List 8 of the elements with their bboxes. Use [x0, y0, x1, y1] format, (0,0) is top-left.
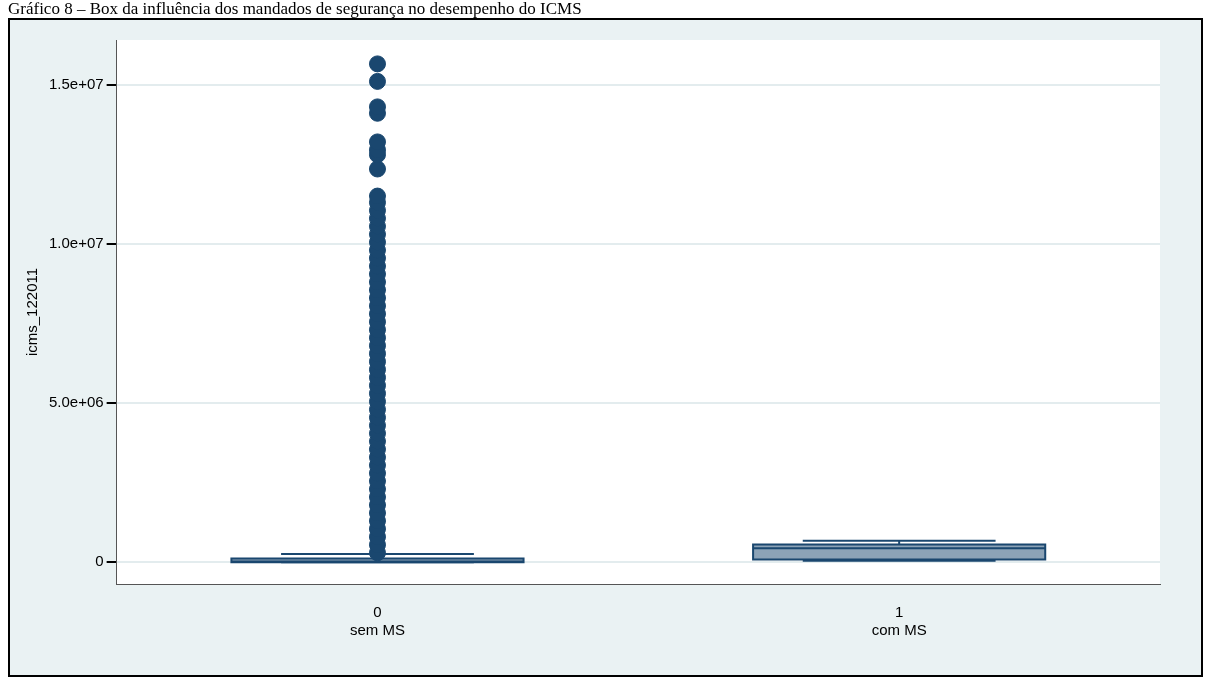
x-tick-label: 0 sem MS: [349, 603, 405, 639]
y-axis-title: icms_122011: [23, 267, 41, 357]
x-tick-label: 1 com MS: [871, 603, 927, 639]
y-tick-label: 5.0e+06: [49, 393, 104, 411]
y-tick-label: 1.0e+07: [49, 233, 104, 251]
chart-title: Gráfico 8 – Box da influência dos mandados de segurança no desempenho do ICMS: [8, 0, 583, 18]
y-tick-label: 1.5e+07: [49, 74, 104, 92]
y-tick-label: 0: [95, 552, 104, 570]
